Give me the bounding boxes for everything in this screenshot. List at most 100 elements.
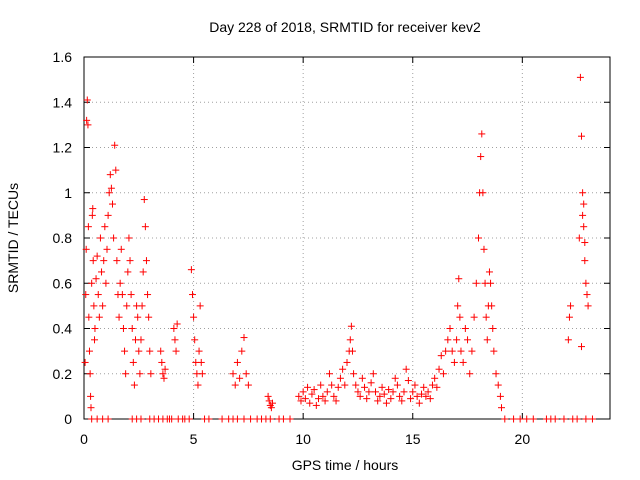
data-point [187,266,195,274]
data-point [247,415,255,423]
data-point [400,388,408,396]
data-point [347,322,355,330]
data-point [398,397,406,405]
data-point [567,302,575,310]
data-point [389,388,397,396]
data-point [244,381,252,389]
data-point [325,370,333,378]
data-point [352,381,360,389]
data-point [110,234,118,242]
data-point [464,336,472,344]
data-point [424,388,432,396]
data-point [103,245,111,253]
data-point [112,166,120,174]
y-axis-label: SRMTID / TECUs [5,183,21,293]
data-point [159,370,167,378]
data-point [268,399,276,407]
data-point [341,381,349,389]
data-point [85,313,93,321]
data-point [267,404,275,412]
data-point [477,153,485,161]
data-point [85,347,93,355]
y-tick-label: 1.2 [53,140,73,156]
data-point [111,141,119,149]
data-point [332,397,340,405]
data-point [236,374,244,382]
data-point [455,275,463,283]
data-point [264,392,272,400]
data-point [147,370,155,378]
data-point [422,392,430,400]
data-point [84,223,92,231]
data-point [304,383,312,391]
data-point [116,279,124,287]
x-tick-label: 5 [190,431,198,447]
data-point [371,388,379,396]
data-point [141,223,149,231]
data-point [86,370,94,378]
data-point [94,291,102,299]
data-point [579,189,587,197]
data-point [142,257,150,265]
grid-lines [84,57,610,419]
data-point [91,336,99,344]
data-point [158,358,166,366]
data-point [478,130,486,138]
data-point [483,336,491,344]
data-point [367,379,375,387]
data-point [365,388,373,396]
data-point [490,347,498,355]
data-point [404,377,412,385]
data-point [446,325,454,332]
data-point [496,392,504,400]
data-point [468,347,476,355]
y-tick-label: 0.2 [53,366,73,382]
data-point [161,365,169,373]
data-point [83,96,91,104]
data-point [195,347,203,355]
data-point [317,381,325,389]
data-point [126,257,134,265]
data-point [583,291,591,299]
data-point [160,374,168,382]
data-point [330,392,338,400]
data-point [378,383,386,391]
data-point [118,291,126,299]
data-point [308,390,316,398]
data-point [579,211,587,219]
data-point [437,352,445,360]
data-point [231,381,239,389]
data-point [418,390,426,398]
data-point [510,415,518,423]
y-tick-label: 1.6 [53,49,73,65]
data-point [321,397,329,405]
data-point [442,347,450,355]
data-point [454,302,462,310]
data-point [448,347,456,355]
x-tick-label: 15 [405,431,421,447]
data-point [121,347,129,355]
data-point [415,399,423,407]
data-point [565,313,573,321]
data-point [453,336,461,344]
data-point [382,399,390,407]
data-point [198,370,206,378]
data-point [240,334,248,342]
data-point [92,275,100,283]
data-point [82,291,90,299]
data-point [402,365,410,373]
data-point [369,370,377,378]
data-point [137,415,145,423]
data-point [461,325,469,332]
data-point [361,383,369,391]
data-point [104,211,112,219]
data-point [194,381,202,389]
data-point [89,257,97,265]
data-point [124,268,132,276]
data-point [139,268,147,276]
data-points [81,73,596,423]
data-point [487,279,495,287]
data-point [172,347,180,355]
data-point [564,336,572,344]
data-point [88,211,96,219]
